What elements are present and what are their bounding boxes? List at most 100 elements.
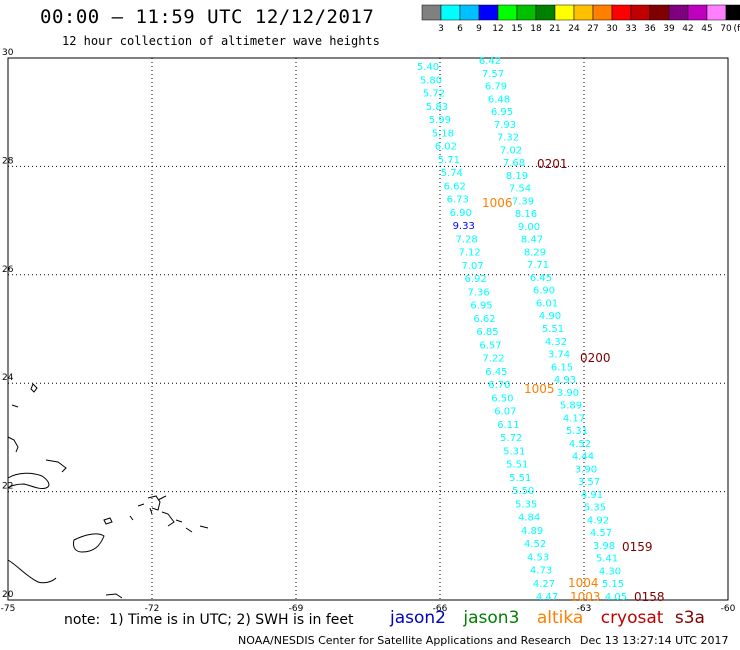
- island-outline: [11, 404, 19, 408]
- wave-height-value: 7.93: [494, 120, 516, 131]
- color-scale-tick: 24: [568, 24, 580, 34]
- color-scale-tick: 12: [492, 24, 503, 34]
- color-scale-tick: 70: [720, 24, 732, 34]
- pass-time-label: 0200: [580, 351, 611, 365]
- wave-height-value: 7.22: [482, 354, 504, 365]
- wave-height-value: 6.95: [470, 301, 492, 312]
- color-swatch: [516, 4, 537, 21]
- wave-height-value: 7.32: [497, 133, 519, 144]
- island-outline: [7, 559, 57, 584]
- lat-tick-label: 22: [2, 482, 13, 492]
- wave-height-value: 7.02: [500, 145, 522, 156]
- wave-height-value: 9.33: [453, 221, 475, 232]
- wave-height-value: 7.71: [527, 260, 549, 271]
- wave-height-value: 5.50: [512, 486, 534, 497]
- wave-height-value: 6.90: [450, 208, 472, 219]
- lat-tick-label: 26: [2, 265, 14, 275]
- wave-height-value: 4.47: [536, 592, 558, 603]
- satellite-jason3: jason3: [463, 608, 520, 628]
- wave-height-value: 5.51: [506, 460, 528, 471]
- pass-time-label: 1004: [568, 576, 599, 590]
- wave-height-value: 6.15: [551, 362, 573, 373]
- wave-height-value: 6.62: [473, 314, 495, 325]
- color-scale-tick: 36: [644, 24, 656, 34]
- satellite-jason2: jason2: [390, 608, 446, 628]
- wave-height-value: 4.30: [599, 566, 621, 577]
- wave-height-value: 6.07: [494, 407, 516, 418]
- color-swatch: [611, 4, 632, 21]
- color-swatch: [725, 4, 740, 21]
- wave-height-value: 6.62: [444, 181, 466, 192]
- wave-height-value: 4.53: [527, 552, 549, 563]
- satellite-legend: jason2 jason3 altika cryosat s3a: [390, 608, 717, 628]
- pass-time-label: 0201: [537, 157, 568, 171]
- altimeter-track-b: 6.42 7.57 6.796.48 6.95 7.93 7.327.02 7.68 8.19…: [479, 56, 627, 603]
- pass-time-label: 0159: [622, 540, 653, 554]
- color-swatch: [668, 4, 689, 21]
- lon-tick-label: -75: [1, 604, 16, 614]
- wave-height-value: 6.79: [485, 82, 507, 93]
- wave-height-value: 6.57: [479, 340, 501, 351]
- wave-height-value: 6.92: [464, 274, 486, 285]
- island-outline: [103, 517, 113, 525]
- color-swatch: [630, 4, 651, 21]
- wave-height-value: 5.89: [560, 401, 582, 412]
- footer-note: note: 1) Time is in UTC; 2) SWH is in fe…: [64, 612, 354, 628]
- wave-height-value: 5.99: [429, 115, 451, 126]
- wave-height-value: 3.98: [593, 541, 615, 552]
- lon-tick-label: -63: [577, 604, 592, 614]
- wave-height-value: 5.71: [438, 155, 460, 166]
- island-outline: [30, 383, 38, 393]
- wave-height-value: 4.05: [605, 592, 627, 603]
- color-scale-tick: 45: [701, 24, 712, 34]
- color-scale-unit: (ft): [733, 24, 740, 34]
- altimeter-track-a: 5.40 5.80 5.72 5.83 5.99 5.18 6.02 5.71 5.74 6.62…: [417, 62, 558, 603]
- color-swatch: [649, 4, 670, 21]
- island-outline: [199, 525, 209, 529]
- island-outline: [73, 533, 105, 553]
- island-outline: [185, 527, 193, 533]
- wave-height-value: 7.07: [461, 261, 483, 272]
- wave-height-value: 5.35: [515, 499, 537, 510]
- color-swatch: [421, 4, 442, 21]
- wave-height-value: 7.68: [503, 158, 525, 169]
- color-scale-tick: 33: [625, 24, 636, 34]
- color-swatch: [459, 4, 480, 21]
- lat-lon-grid: [8, 58, 728, 600]
- satellite-cryosat: cryosat: [600, 608, 664, 628]
- island-outline: [147, 495, 161, 511]
- wave-height-value: 5.83: [426, 102, 448, 113]
- lon-tick-label: -72: [145, 604, 160, 614]
- wave-height-value: 3.90: [575, 464, 597, 475]
- color-scale-tick: 27: [587, 24, 598, 34]
- wave-height-value: 5.35: [584, 503, 606, 514]
- lon-tick-label: -66: [433, 604, 448, 614]
- wave-height-value: 5.40: [417, 62, 439, 73]
- wave-height-value: 8.29: [524, 247, 546, 258]
- wave-height-value: 8.47: [521, 235, 543, 246]
- wave-height-value: 8.19: [506, 171, 528, 182]
- lat-tick-label: 20: [2, 590, 14, 600]
- pass-time-label: 0158: [634, 590, 665, 604]
- wave-height-value: 7.39: [512, 196, 534, 207]
- chart-title: 00:00 – 11:59 UTC 12/12/2017: [40, 6, 375, 28]
- color-scale-tick: 3: [438, 24, 444, 34]
- color-scale-tick: 15: [511, 24, 522, 34]
- wave-height-value: 6.73: [447, 195, 469, 206]
- color-swatch: [497, 4, 518, 21]
- generated-timestamp: Dec 13 13:27:14 UTC 2017: [580, 634, 729, 647]
- wave-height-value: 7.36: [467, 287, 489, 298]
- island-outline: [7, 472, 50, 489]
- chart-subtitle: 12 hour collection of altimeter wave hei…: [62, 34, 380, 48]
- wave-height-value: 6.45: [485, 367, 507, 378]
- axis-tick-labels: -75 -72 -69 -66 -63 -60 30 28 26 24 22 20: [1, 48, 736, 614]
- satellite-s3a: s3a: [674, 608, 705, 628]
- wave-height-value: 6.42: [479, 56, 501, 67]
- wave-height-value: 5.51: [542, 324, 564, 335]
- wave-height-value: 9.00: [518, 222, 540, 233]
- pass-time-label: 1005: [524, 382, 555, 396]
- wave-height-value: 4.32: [545, 337, 567, 348]
